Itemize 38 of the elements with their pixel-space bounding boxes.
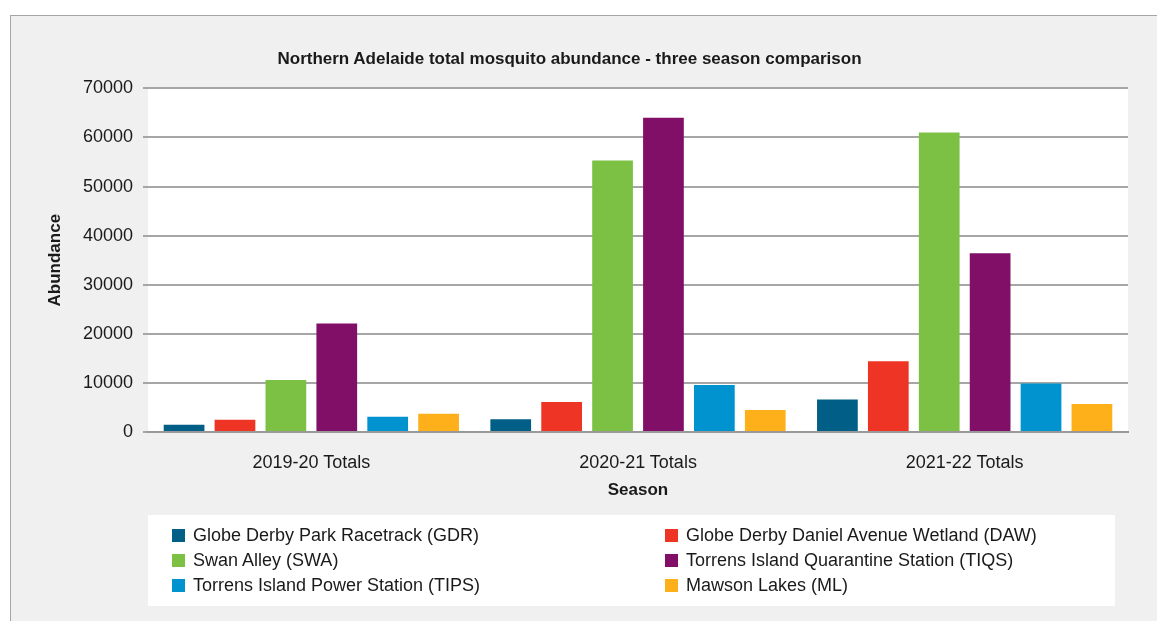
bar [541, 402, 582, 431]
x-tick-label: 2021-22 Totals [905, 451, 1024, 472]
legend-label: Swan Alley (SWA) [193, 550, 339, 571]
bar [592, 160, 633, 431]
bar [316, 323, 358, 431]
legend-label: Globe Derby Park Racetrack (GDR) [193, 525, 480, 546]
bar [643, 117, 684, 431]
legend-label: Mawson Lakes (ML) [686, 575, 849, 596]
bar [969, 253, 1011, 431]
bar [1020, 383, 1062, 431]
legend-label: Torrens Island Quarantine Station (TIQS) [686, 550, 1014, 571]
y-axis-title: Abundance [44, 213, 64, 307]
bar [163, 424, 205, 431]
x-tick-label: 2020-21 Totals [579, 451, 697, 472]
bar [418, 413, 459, 431]
bar [867, 361, 909, 431]
legend-label: Torrens Island Power Station (TIPS) [193, 575, 481, 596]
x-axis-title: Season [607, 480, 669, 500]
bar [744, 409, 786, 431]
y-tick-label: 60000 [82, 126, 133, 147]
y-tick-label: 50000 [82, 175, 133, 196]
chart-title: Northern Adelaide total mosquito abundance - three season comparison [277, 48, 862, 68]
y-tick-label: 20000 [82, 322, 133, 343]
bar [490, 419, 532, 431]
y-tick-label: 40000 [82, 224, 133, 245]
bar [918, 132, 960, 431]
y-tick-label: 10000 [82, 371, 133, 392]
y-tick-label: 0 [122, 420, 133, 441]
bar [214, 419, 256, 431]
bar [694, 384, 735, 431]
bar [817, 399, 858, 431]
legend-label: Globe Derby Daniel Avenue Wetland (DAW) [686, 525, 1037, 546]
y-tick-label: 30000 [82, 273, 133, 294]
bar [367, 416, 409, 431]
bar [1071, 404, 1113, 431]
bar [265, 379, 307, 431]
y-tick-label: 70000 [82, 77, 133, 98]
x-tick-label: 2019-20 Totals [252, 451, 371, 472]
